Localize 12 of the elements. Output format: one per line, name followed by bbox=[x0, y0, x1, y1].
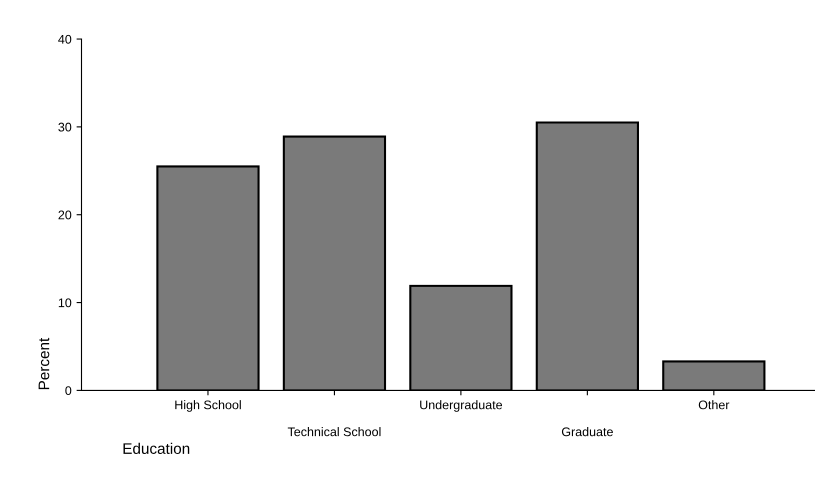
y-tick-label: 40 bbox=[58, 34, 72, 44]
y-tick-label: 0 bbox=[65, 386, 72, 396]
x-tick-label: Technical School bbox=[288, 427, 380, 436]
y-tick-label: 10 bbox=[58, 298, 72, 308]
x-axis-title: Education bbox=[124, 442, 190, 454]
x-tick-label: Other bbox=[698, 400, 730, 410]
y-axis-title: Percent bbox=[38, 338, 50, 390]
y-tick-label: 30 bbox=[58, 122, 72, 132]
x-tick-label: Graduate bbox=[562, 427, 613, 436]
y-tick-label: 20 bbox=[58, 210, 72, 220]
x-tick-label: Undergraduate bbox=[420, 400, 502, 412]
x-tick-label: High School bbox=[175, 400, 241, 412]
